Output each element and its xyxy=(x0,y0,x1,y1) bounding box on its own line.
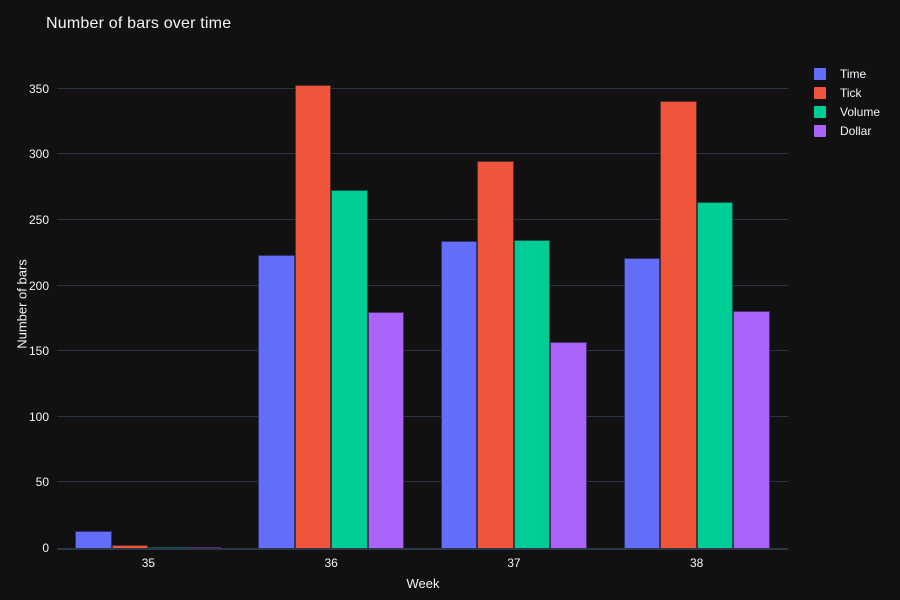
bar-dollar-week-38 xyxy=(733,310,770,548)
y-tick-label-250: 250 xyxy=(28,213,49,228)
x-tick-label-37: 37 xyxy=(507,556,521,570)
y-tick-label-350: 350 xyxy=(28,81,49,96)
bar-time-week-38 xyxy=(623,258,661,548)
legend-swatch-time xyxy=(814,68,826,80)
y-tick-label-150: 150 xyxy=(28,344,49,359)
bar-volume-week-37 xyxy=(513,239,551,548)
gridline-y-200 xyxy=(57,284,788,286)
legend-swatch-tick xyxy=(814,87,826,99)
bar-tick-week-35 xyxy=(111,545,149,548)
x-axis-line xyxy=(57,548,788,550)
x-tick-label-38: 38 xyxy=(689,556,704,570)
y-tick-label-200: 200 xyxy=(28,278,49,293)
bar-dollar-week-35 xyxy=(184,546,222,548)
y-tick-label-0: 0 xyxy=(42,541,49,555)
y-tick-label-100: 100 xyxy=(28,409,49,424)
bar-group-week-35 xyxy=(75,60,222,548)
bar-dollar-week-37 xyxy=(550,342,587,548)
legend-label-dollar: Dollar xyxy=(840,124,872,138)
gridline-y-250 xyxy=(57,219,788,221)
bar-volume-week-35 xyxy=(148,546,185,548)
legend-swatch-volume xyxy=(814,106,826,118)
bar-group-week-37 xyxy=(440,60,587,548)
bar-group-week-38 xyxy=(623,60,770,548)
legend-item-time[interactable]: Time xyxy=(814,68,880,80)
y-tick-label-300: 300 xyxy=(28,147,49,162)
chart-title: Number of bars over time xyxy=(46,15,232,32)
x-tick-label-36: 36 xyxy=(324,556,338,570)
legend-label-volume: Volume xyxy=(840,105,881,119)
gridline-y-50 xyxy=(57,481,788,483)
x-tick-label-35: 35 xyxy=(141,556,156,570)
legend-item-tick[interactable]: Tick xyxy=(814,87,880,99)
gridline-y-100 xyxy=(57,415,788,417)
gridline-y-150 xyxy=(57,350,788,352)
bar-tick-week-36 xyxy=(294,84,332,548)
legend-label-tick: Tick xyxy=(840,86,862,100)
legend-swatch-dollar xyxy=(814,125,826,137)
legend: Time Tick Volume Dollar xyxy=(814,68,880,144)
legend-label-time: Time xyxy=(840,67,867,81)
y-tick-label-50: 50 xyxy=(35,475,49,490)
legend-item-dollar[interactable]: Dollar xyxy=(814,125,880,137)
bar-volume-week-38 xyxy=(696,201,734,548)
bar-time-week-37 xyxy=(440,241,478,548)
bar-tick-week-38 xyxy=(660,100,697,548)
bar-volume-week-36 xyxy=(331,189,368,548)
legend-item-volume[interactable]: Volume xyxy=(814,106,880,118)
gridline-y-350 xyxy=(57,87,788,89)
plot-area: 0 50 100 150 200 250 300 350 35 36 37 38 xyxy=(29,60,788,570)
bar-time-week-35 xyxy=(75,530,112,548)
bar-time-week-36 xyxy=(258,255,295,548)
bar-dollar-week-36 xyxy=(367,311,405,548)
x-axis-title: Week xyxy=(406,576,440,591)
gridline-y-300 xyxy=(57,153,788,155)
bar-group-week-36 xyxy=(258,60,405,548)
y-axis-title: Number of bars xyxy=(14,259,30,349)
bar-tick-week-37 xyxy=(477,161,514,548)
